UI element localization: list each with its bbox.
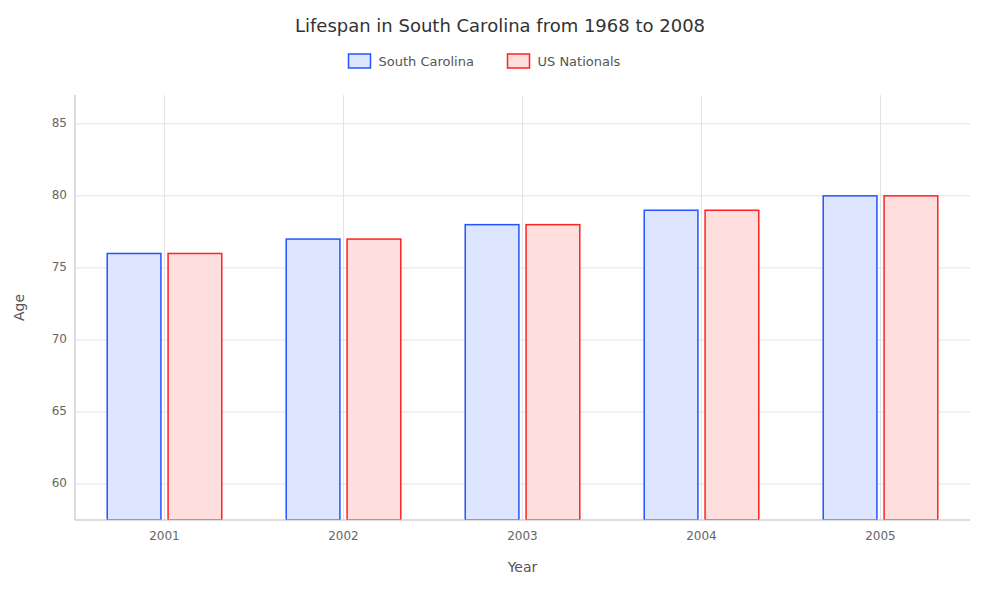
bars (107, 196, 938, 520)
legend-label: South Carolina (379, 54, 474, 69)
bar (705, 210, 759, 520)
x-tick-label: 2004 (686, 529, 717, 543)
bar (823, 196, 877, 520)
y-tick-label: 70 (52, 332, 67, 346)
legend-swatch (508, 54, 530, 68)
y-axis-label: Age (11, 294, 27, 321)
x-grid-line (164, 95, 165, 520)
x-grid-line (701, 95, 702, 520)
y-axis-line (75, 95, 76, 520)
legend-swatch (349, 54, 371, 68)
y-tick-label: 75 (52, 260, 67, 274)
bar (107, 253, 161, 520)
bar (465, 225, 519, 520)
bar (347, 239, 401, 520)
y-tick-label: 60 (52, 476, 67, 490)
chart-title: Lifespan in South Carolina from 1968 to … (295, 15, 705, 36)
legend-label: US Nationals (538, 54, 621, 69)
y-tick-label: 65 (52, 404, 67, 418)
x-tick-label: 2001 (149, 529, 180, 543)
x-grid-line (343, 95, 344, 520)
chart-svg: 60 65 70 75 80 85 2001 2002 2003 2004 2005 Year Age L… (0, 0, 1000, 600)
x-tick-label: 2003 (507, 529, 538, 543)
x-tick-label: 2005 (865, 529, 896, 543)
bar (884, 196, 938, 520)
x-axis-label: Year (507, 559, 538, 575)
bar (644, 210, 698, 520)
x-grid-line (522, 95, 523, 520)
y-tick-label: 85 (52, 116, 67, 130)
bar (286, 239, 340, 520)
x-tick-label: 2002 (328, 529, 359, 543)
bar (526, 225, 580, 520)
x-axis-line (75, 520, 970, 521)
legend: South Carolina US Nationals (349, 54, 621, 69)
y-tick-label: 80 (52, 188, 67, 202)
page: {"chart_data": {"type": "bar", "title": … (0, 0, 1000, 600)
bar (168, 253, 222, 520)
chart-container: 60 65 70 75 80 85 2001 2002 2003 2004 2005 Year Age L… (0, 0, 1000, 600)
x-grid-line (880, 95, 881, 520)
